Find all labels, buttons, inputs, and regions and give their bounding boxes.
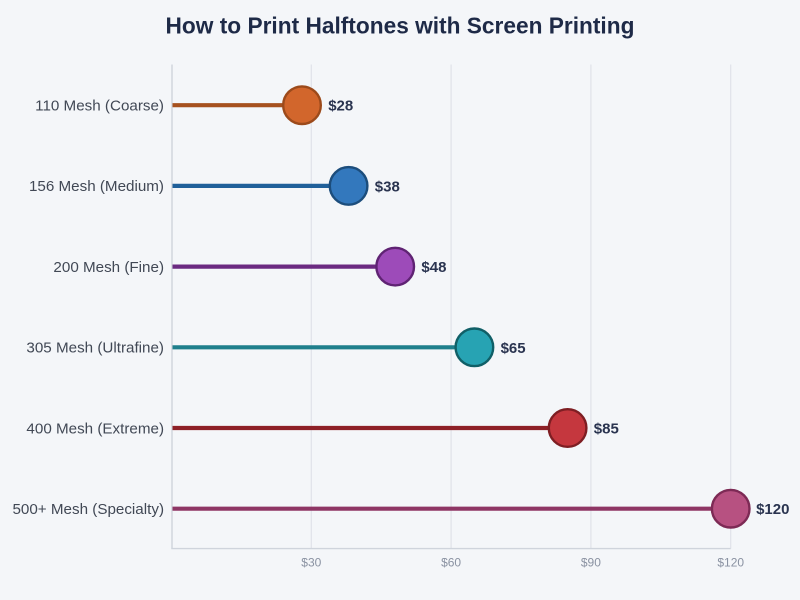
svg-text:$90: $90 bbox=[581, 556, 601, 570]
svg-text:$30: $30 bbox=[301, 556, 321, 570]
svg-text:$48: $48 bbox=[421, 259, 446, 276]
svg-text:$38: $38 bbox=[375, 178, 400, 195]
svg-text:How to Print Halftones with Sc: How to Print Halftones with Screen Print… bbox=[166, 13, 635, 39]
svg-text:500+ Mesh (Specialty): 500+ Mesh (Specialty) bbox=[12, 501, 164, 518]
svg-text:$85: $85 bbox=[594, 421, 619, 438]
svg-text:$60: $60 bbox=[441, 556, 461, 570]
svg-text:$120: $120 bbox=[717, 556, 744, 570]
svg-text:110 Mesh (Coarse): 110 Mesh (Coarse) bbox=[35, 98, 164, 115]
svg-text:200 Mesh (Fine): 200 Mesh (Fine) bbox=[53, 259, 164, 276]
svg-text:$65: $65 bbox=[501, 340, 526, 357]
svg-text:400 Mesh (Extreme): 400 Mesh (Extreme) bbox=[26, 420, 164, 437]
svg-text:156 Mesh (Medium): 156 Mesh (Medium) bbox=[29, 178, 164, 195]
svg-text:$120: $120 bbox=[756, 501, 789, 518]
svg-text:305 Mesh (Ultrafine): 305 Mesh (Ultrafine) bbox=[26, 340, 164, 357]
svg-text:$28: $28 bbox=[328, 98, 353, 115]
